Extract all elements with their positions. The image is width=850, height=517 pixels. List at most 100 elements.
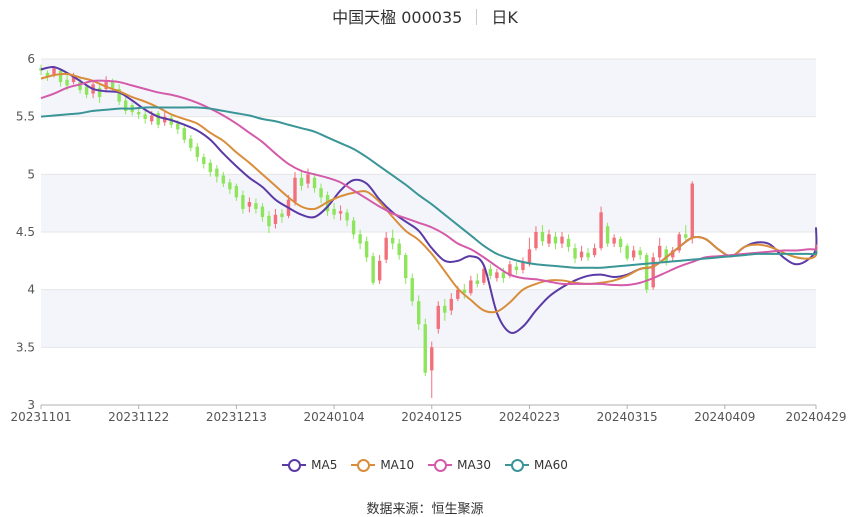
- candlestick: [612, 234, 616, 247]
- y-tick-label: 3.5: [16, 340, 35, 354]
- x-tick-label: 20240315: [597, 410, 658, 424]
- candlestick: [377, 255, 382, 284]
- candlestick: [495, 268, 499, 282]
- candlestick: [364, 236, 369, 262]
- legend-swatch: [505, 459, 530, 472]
- candlestick: [618, 236, 623, 253]
- candlestick: [625, 243, 629, 261]
- candlestick: [488, 264, 493, 280]
- candlestick: [351, 217, 356, 239]
- candlestick: [599, 206, 603, 251]
- candlestick: [195, 143, 200, 162]
- candlestick: [39, 64, 43, 76]
- candlestick: [586, 248, 590, 261]
- y-tick-label: 6: [27, 52, 35, 66]
- candlestick: [417, 295, 421, 331]
- candlestick: [345, 208, 349, 227]
- title-separator: [476, 9, 478, 25]
- source-label: 数据来源：: [366, 502, 432, 517]
- y-tick-label: 3: [27, 398, 35, 412]
- candlestick: [84, 84, 89, 99]
- y-tick-label: 4: [27, 283, 35, 297]
- candlestick: [267, 211, 271, 234]
- x-tick-label: 20240223: [499, 410, 560, 424]
- x-tick-label: 20231101: [10, 410, 71, 424]
- candlestick: [299, 169, 304, 191]
- candlestick: [423, 318, 427, 377]
- candlestick: [221, 172, 226, 188]
- legend: MA5 MA10 MA30 MA60: [0, 458, 850, 474]
- candlestick: [592, 243, 597, 258]
- candlestick: [97, 84, 102, 103]
- candlestick: [684, 225, 688, 242]
- candlestick: [293, 172, 297, 206]
- candlestick: [143, 110, 147, 124]
- candlestick: [430, 341, 434, 399]
- legend-item-ma30[interactable]: MA30: [428, 458, 491, 472]
- x-tick-label: 20240104: [304, 410, 365, 424]
- legend-item-ma10[interactable]: MA10: [351, 458, 414, 472]
- candlestick: [547, 229, 551, 247]
- series-line-ma60: [40, 106, 818, 269]
- candlestick: [189, 135, 193, 152]
- x-tick-label: 20231213: [206, 410, 267, 424]
- candlestick: [534, 226, 538, 251]
- candlestick: [319, 183, 323, 204]
- candlestick: [553, 232, 558, 250]
- legend-label: MA10: [380, 458, 415, 472]
- candlestick: [462, 283, 467, 299]
- moving-average-lines: [40, 65, 818, 334]
- candlestick: [566, 234, 571, 252]
- legend-swatch: [282, 459, 307, 472]
- candlestick: [579, 245, 584, 261]
- candlestick: [215, 165, 219, 183]
- candlestick: [241, 190, 245, 214]
- candlestick: [169, 114, 173, 129]
- background-bands: [41, 59, 816, 348]
- candlestick: [605, 222, 610, 247]
- candlestick: [436, 301, 440, 334]
- candlestick: [514, 261, 519, 275]
- candlestick: [280, 208, 284, 223]
- candlestick: [443, 298, 447, 321]
- candlestick: [390, 229, 395, 250]
- candlestick: [136, 107, 141, 119]
- candlestick: [384, 232, 388, 264]
- x-axis: 20231101 20231122 20231213 20240104 20240125…: [10, 404, 847, 424]
- candlestick: [117, 84, 121, 106]
- candlestick: [631, 245, 636, 261]
- chart-title: 中国天楹 000035 日K: [0, 4, 850, 28]
- candlestick: [397, 238, 401, 260]
- candlestick: [527, 237, 532, 267]
- candlestick: [260, 203, 265, 222]
- candlestick: [560, 232, 564, 249]
- legend-item-ma5[interactable]: MA5: [282, 458, 337, 472]
- candlestick: [254, 198, 258, 214]
- candlestick: [247, 197, 252, 213]
- candlestick: [325, 191, 330, 216]
- candlestick: [449, 293, 453, 316]
- candlestick: [156, 110, 160, 129]
- legend-item-ma60[interactable]: MA60: [505, 458, 568, 472]
- candlestick: [404, 252, 408, 284]
- candlestick: [312, 173, 317, 193]
- y-tick-label: 5: [27, 167, 35, 181]
- candlestick: [638, 246, 642, 260]
- legend-label: MA60: [534, 458, 568, 472]
- candlestick: [123, 97, 128, 115]
- legend-swatch: [428, 459, 453, 472]
- x-tick-label: 20240429: [785, 410, 846, 424]
- legend-label: MA5: [311, 458, 338, 472]
- x-tick-label: 20240409: [694, 410, 755, 424]
- legend-label: MA30: [457, 458, 492, 472]
- candlestick: [540, 225, 545, 246]
- x-tick-label: 20231122: [108, 410, 169, 424]
- candlestick: [677, 232, 681, 253]
- candlestick: [671, 246, 675, 261]
- y-tick-label: 5.5: [16, 110, 35, 124]
- source-value: 恒生聚源: [431, 502, 484, 517]
- candlestick: [657, 237, 662, 261]
- candlestick: [521, 257, 525, 274]
- candlestick: [371, 252, 375, 286]
